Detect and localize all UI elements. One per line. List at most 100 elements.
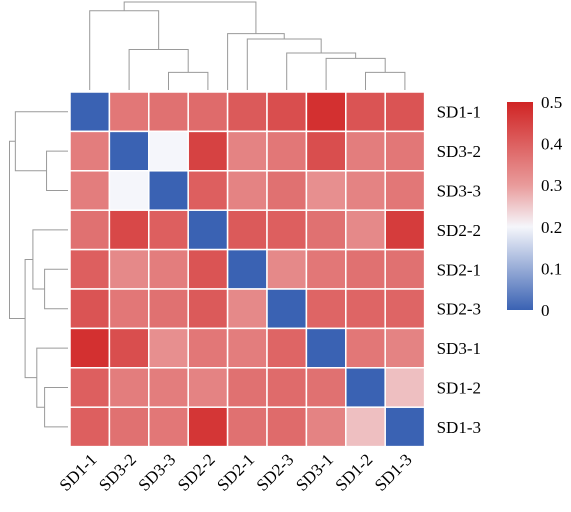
heatmap-cell [345, 327, 386, 369]
heatmap-cell [384, 91, 426, 133]
heatmap-cell [148, 288, 189, 330]
heatmap-cell [345, 248, 386, 290]
heatmap-cell [69, 91, 111, 133]
heatmap-cell [187, 327, 229, 369]
heatmap-cell [384, 170, 426, 211]
heatmap-cell [108, 406, 150, 448]
heatmap-cell [305, 327, 347, 369]
dendrogram-link [32, 229, 68, 290]
heatmap-cell [69, 327, 111, 369]
heatmap-cell [187, 406, 229, 448]
column-label: SD1-2 [331, 450, 376, 495]
heatmap-cell [384, 288, 426, 330]
heatmap-cell [69, 367, 111, 408]
colorbar-tick-label: 0.3 [541, 176, 562, 195]
dendrogram-link [168, 71, 209, 90]
column-label: SD1-1 [56, 450, 101, 495]
row-label: SD3-1 [437, 339, 481, 358]
heatmap-cell [305, 367, 347, 408]
heatmap-cell [148, 406, 189, 448]
heatmap-cell [384, 406, 426, 448]
heatmap-cell [345, 130, 386, 172]
dendrogram-link [246, 38, 322, 90]
heatmap-cell [266, 327, 308, 369]
row-label: SD3-3 [437, 182, 481, 201]
heatmap-cell [108, 130, 150, 172]
colorbar-gradient [507, 102, 533, 310]
heatmap-cell [226, 130, 268, 172]
row-dendrogram [9, 111, 68, 428]
column-label: SD3-3 [134, 450, 179, 495]
heatmap-cell [108, 288, 150, 330]
heatmap-cell [108, 367, 150, 408]
heatmap-cell [226, 288, 268, 330]
heatmap-cell [305, 170, 347, 211]
row-label: SD2-1 [437, 260, 481, 279]
heatmap-cell [226, 91, 268, 133]
heatmap-cell [305, 130, 347, 172]
heatmap-cell [108, 327, 150, 369]
heatmap-cell [69, 406, 111, 448]
heatmap-cell [148, 170, 189, 211]
heatmap-cell [266, 406, 308, 448]
heatmap-cell [226, 406, 268, 448]
dendrogram-link [24, 258, 37, 379]
column-label: SD3-2 [95, 450, 140, 495]
heatmap-cell [345, 406, 386, 448]
dendrogram-link [36, 347, 68, 408]
heatmap-cell [266, 130, 308, 172]
heatmap-cells [69, 91, 426, 448]
dendrogram-link [46, 150, 68, 191]
heatmap-cell [305, 406, 347, 448]
heatmap-cell [266, 248, 308, 290]
heatmap-cell [187, 288, 229, 330]
heatmap-cell [266, 288, 308, 330]
heatmap-cell [384, 248, 426, 290]
heatmap-cell [187, 91, 229, 133]
heatmap-cell [108, 170, 150, 211]
heatmap-cell [187, 367, 229, 408]
heatmap-cell [305, 288, 347, 330]
colorbar-tick-label: 0.1 [541, 259, 562, 278]
dendrogram-link [44, 268, 68, 310]
heatmap-cell [226, 248, 268, 290]
colorbar-tick-label: 0.2 [541, 218, 562, 237]
row-label: SD1-3 [437, 418, 481, 437]
heatmap-cell [148, 209, 189, 251]
dendrogram-link [227, 33, 285, 90]
dendrogram-link [9, 140, 26, 320]
heatmap-cell [226, 367, 268, 408]
heatmap-cell [148, 130, 189, 172]
column-labels: SD1-1SD3-2SD3-3SD2-2SD2-1SD2-3SD3-1SD1-2… [56, 450, 416, 495]
heatmap-cell [345, 91, 386, 133]
dendrogram-link [128, 49, 189, 90]
dendrogram-link [44, 387, 68, 428]
dendrogram-link [365, 71, 406, 90]
heatmap-cell [148, 327, 189, 369]
colorbar-tick-label: 0 [541, 301, 550, 320]
heatmap-cell [384, 130, 426, 172]
heatmap-cell [187, 248, 229, 290]
heatmap-cell [69, 130, 111, 172]
column-label: SD2-2 [174, 450, 219, 495]
heatmap-cell [345, 170, 386, 211]
colorbar-tick-label: 0.4 [541, 135, 563, 154]
row-label: SD3-2 [437, 142, 481, 161]
column-dendrogram [89, 1, 406, 90]
heatmap-cell [266, 209, 308, 251]
heatmap-cell [226, 170, 268, 211]
dendrogram-link [14, 111, 68, 172]
column-label: SD2-3 [253, 450, 298, 495]
column-label: SD3-1 [292, 450, 337, 495]
heatmap-cell [69, 248, 111, 290]
heatmap-cell [69, 170, 111, 211]
row-label: SD2-2 [437, 221, 481, 240]
dendrogram-link [325, 57, 386, 90]
heatmap-cell [148, 367, 189, 408]
heatmap-cell [266, 91, 308, 133]
column-label: SD1-3 [371, 450, 416, 495]
colorbar-tick-label: 0.5 [541, 93, 562, 112]
heatmap-cell [148, 91, 189, 133]
heatmap-cell [69, 288, 111, 330]
